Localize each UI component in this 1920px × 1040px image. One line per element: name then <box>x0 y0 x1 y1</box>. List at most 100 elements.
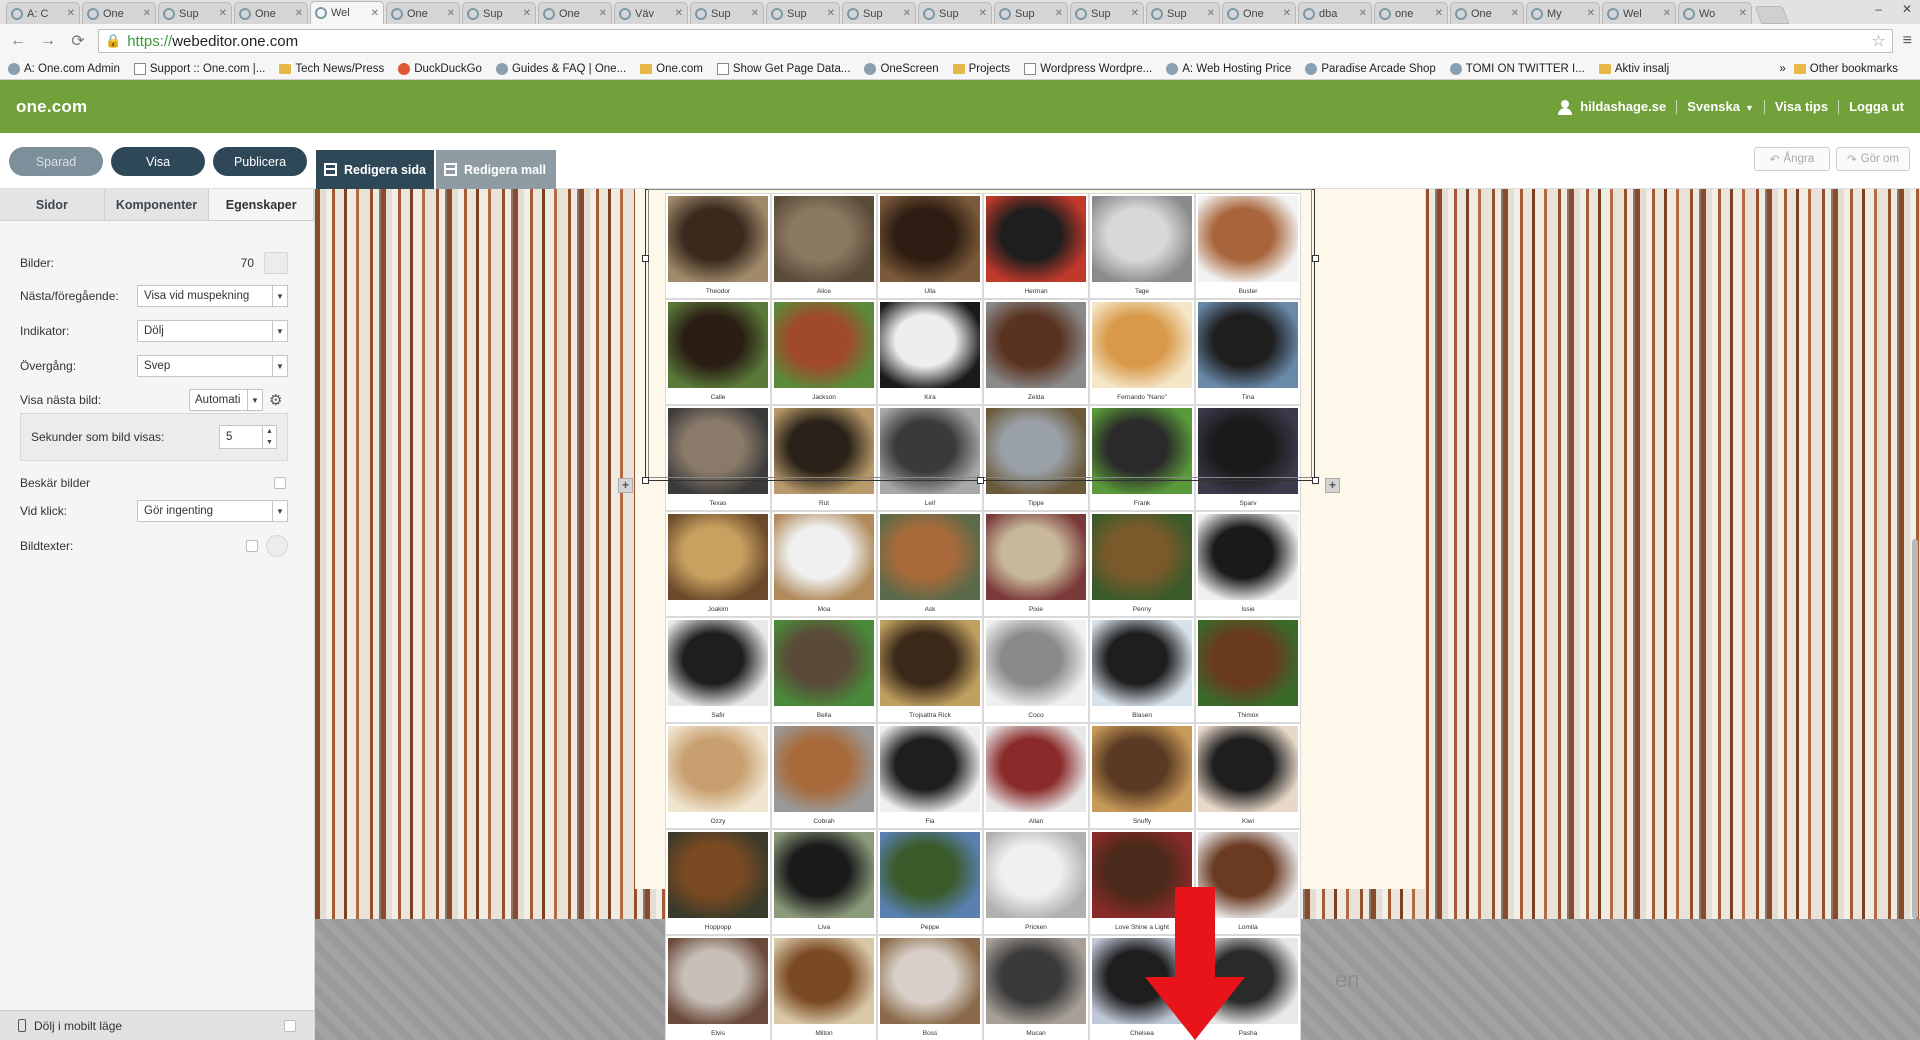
url-bar[interactable]: 🔒 https:// webeditor.one.com ☆ <box>98 29 1893 53</box>
bookmark-star-icon[interactable]: ☆ <box>1871 33 1886 50</box>
browser-menu-icon[interactable]: ≡ <box>1902 32 1912 49</box>
gear-icon[interactable]: ⚙ <box>269 392 283 409</box>
redo-button[interactable]: ↷ Gör om <box>1836 147 1910 171</box>
close-tab-icon[interactable]: ✕ <box>1434 8 1443 19</box>
close-tab-icon[interactable]: ✕ <box>750 8 759 19</box>
logout-link[interactable]: Logga ut <box>1849 99 1904 114</box>
gallery-image[interactable]: Leif <box>877 405 983 511</box>
bookmarks-overflow-icon[interactable]: » <box>1779 62 1786 75</box>
browser-tab[interactable]: Sup ✕ <box>1070 2 1144 24</box>
close-tab-icon[interactable]: ✕ <box>598 8 607 19</box>
language-select[interactable]: Svenska ▼ <box>1687 99 1754 114</box>
gallery-image[interactable]: Tippe <box>983 405 1089 511</box>
close-tab-icon[interactable]: ✕ <box>826 8 835 19</box>
gallery-image[interactable]: Peppe <box>877 829 983 935</box>
gallery-image[interactable]: Joakim <box>665 511 771 617</box>
close-tab-icon[interactable]: ✕ <box>674 8 683 19</box>
resize-handle-bottom[interactable] <box>977 477 984 484</box>
other-bookmarks[interactable]: Other bookmarks <box>1793 63 1898 75</box>
undo-button[interactable]: ↶ Ångra <box>1754 147 1830 171</box>
tab-properties[interactable]: Egenskaper <box>209 189 315 220</box>
bookmark-item[interactable]: Wordpress Wordpre... <box>1024 62 1152 75</box>
back-icon[interactable]: ← <box>10 32 26 49</box>
show-tips-link[interactable]: Visa tips <box>1774 99 1829 114</box>
browser-tab[interactable]: Sup ✕ <box>918 2 992 24</box>
spinner-icon[interactable]: ▲ ▼ <box>262 426 276 448</box>
close-tab-icon[interactable]: ✕ <box>66 8 75 19</box>
gallery-image[interactable]: Buster <box>1195 193 1301 299</box>
gallery-image[interactable]: Tage <box>1089 193 1195 299</box>
gallery-image[interactable]: Bella <box>771 617 877 723</box>
crop-checkbox[interactable] <box>274 477 286 489</box>
gallery-image[interactable]: Kiwi <box>1195 723 1301 829</box>
browser-tab[interactable]: A: C ✕ <box>6 2 80 24</box>
gallery-image[interactable]: Rut <box>771 405 877 511</box>
new-tab-button[interactable] <box>1754 6 1790 24</box>
close-tab-icon[interactable]: ✕ <box>902 8 911 19</box>
gallery-image[interactable]: Boss <box>877 935 983 1040</box>
browser-tab[interactable]: Sup ✕ <box>1146 2 1220 24</box>
bookmark-item[interactable]: Tech News/Press <box>279 63 384 75</box>
resize-handle-bottom-left[interactable] <box>642 477 649 484</box>
add-row-right-icon[interactable]: + <box>1325 478 1340 493</box>
bookmark-item[interactable]: Support :: One.com |... <box>133 62 265 75</box>
gallery-image[interactable]: Theodor <box>665 193 771 299</box>
show-next-select[interactable]: Automati ▼ <box>189 389 263 411</box>
gallery-image[interactable]: Kira <box>877 299 983 405</box>
browser-tab[interactable]: One ✕ <box>82 2 156 24</box>
gallery-image[interactable]: Herman <box>983 193 1089 299</box>
gallery-image[interactable]: Coco <box>983 617 1089 723</box>
bookmark-item[interactable]: OneScreen <box>864 62 939 75</box>
mobile-hide-checkbox[interactable] <box>284 1019 296 1032</box>
browser-tab[interactable]: One ✕ <box>1450 2 1524 24</box>
bookmark-item[interactable]: Paradise Arcade Shop <box>1305 62 1436 75</box>
forward-icon[interactable]: → <box>40 32 56 49</box>
tab-edit-page[interactable]: Redigera sida <box>316 150 434 189</box>
gallery-image[interactable]: Calle <box>665 299 771 405</box>
browser-tab[interactable]: Sup ✕ <box>690 2 764 24</box>
onecom-logo[interactable]: one.com <box>16 96 88 116</box>
on-click-select[interactable]: Gör ingenting ▼ <box>137 500 288 522</box>
resize-handle-bottom-right[interactable] <box>1312 477 1319 484</box>
browser-tab[interactable]: One ✕ <box>234 2 308 24</box>
bookmark-item[interactable]: TOMI ON TWITTER I... <box>1449 62 1585 75</box>
gallery-image[interactable]: Zelda <box>983 299 1089 405</box>
browser-tab[interactable]: One ✕ <box>538 2 612 24</box>
gallery-image[interactable]: Mucan <box>983 935 1089 1040</box>
bookmark-item[interactable]: A: Web Hosting Price <box>1166 62 1291 75</box>
browser-tab[interactable]: One ✕ <box>386 2 460 24</box>
gallery-image[interactable]: Ozzy <box>665 723 771 829</box>
gallery-image[interactable]: Liva <box>771 829 877 935</box>
gallery-image[interactable]: Fia <box>877 723 983 829</box>
manage-images-button[interactable] <box>264 252 288 274</box>
bookmark-item[interactable]: Aktiv insalj <box>1598 63 1669 75</box>
seconds-stepper[interactable]: 5 ▲ ▼ <box>219 425 277 449</box>
captions-checkbox[interactable] <box>246 540 258 552</box>
close-tab-icon[interactable]: ✕ <box>294 8 303 19</box>
close-tab-icon[interactable]: ✕ <box>1206 8 1215 19</box>
next-prev-select[interactable]: Visa vid muspekning ▼ <box>137 285 288 307</box>
editor-canvas[interactable]: en Theodor Alice Ulla Herman Tage Buster Calle… <box>315 189 1920 1040</box>
gallery-image[interactable]: Fernando "Nano" <box>1089 299 1195 405</box>
gallery-image[interactable]: Tina <box>1195 299 1301 405</box>
gallery-image[interactable]: Trojsattra Rick <box>877 617 983 723</box>
transition-select[interactable]: Svep ▼ <box>137 355 288 377</box>
gallery-image[interactable]: Moa <box>771 511 877 617</box>
bookmark-item[interactable]: Show Get Page Data... <box>716 62 850 75</box>
bookmark-item[interactable]: One.com <box>640 63 703 75</box>
publish-button[interactable]: Publicera <box>213 147 307 176</box>
tab-components[interactable]: Komponenter <box>104 189 210 220</box>
bookmark-item[interactable]: A: One.com Admin <box>8 62 120 75</box>
gallery-image[interactable]: Blasen <box>1089 617 1195 723</box>
reload-icon[interactable]: ⟳ <box>71 33 85 50</box>
indicator-select[interactable]: Dölj ▼ <box>137 320 288 342</box>
gallery-image[interactable]: Jackson <box>771 299 877 405</box>
close-tab-icon[interactable]: ✕ <box>978 8 987 19</box>
tab-edit-template[interactable]: Redigera mall <box>436 150 556 189</box>
gallery-image[interactable]: Alice <box>771 193 877 299</box>
close-tab-icon[interactable]: ✕ <box>1586 8 1595 19</box>
browser-tab[interactable]: My ✕ <box>1526 2 1600 24</box>
gallery-image[interactable]: Snuffy <box>1089 723 1195 829</box>
gallery-image[interactable]: Ask <box>877 511 983 617</box>
gallery-image[interactable]: Allan <box>983 723 1089 829</box>
